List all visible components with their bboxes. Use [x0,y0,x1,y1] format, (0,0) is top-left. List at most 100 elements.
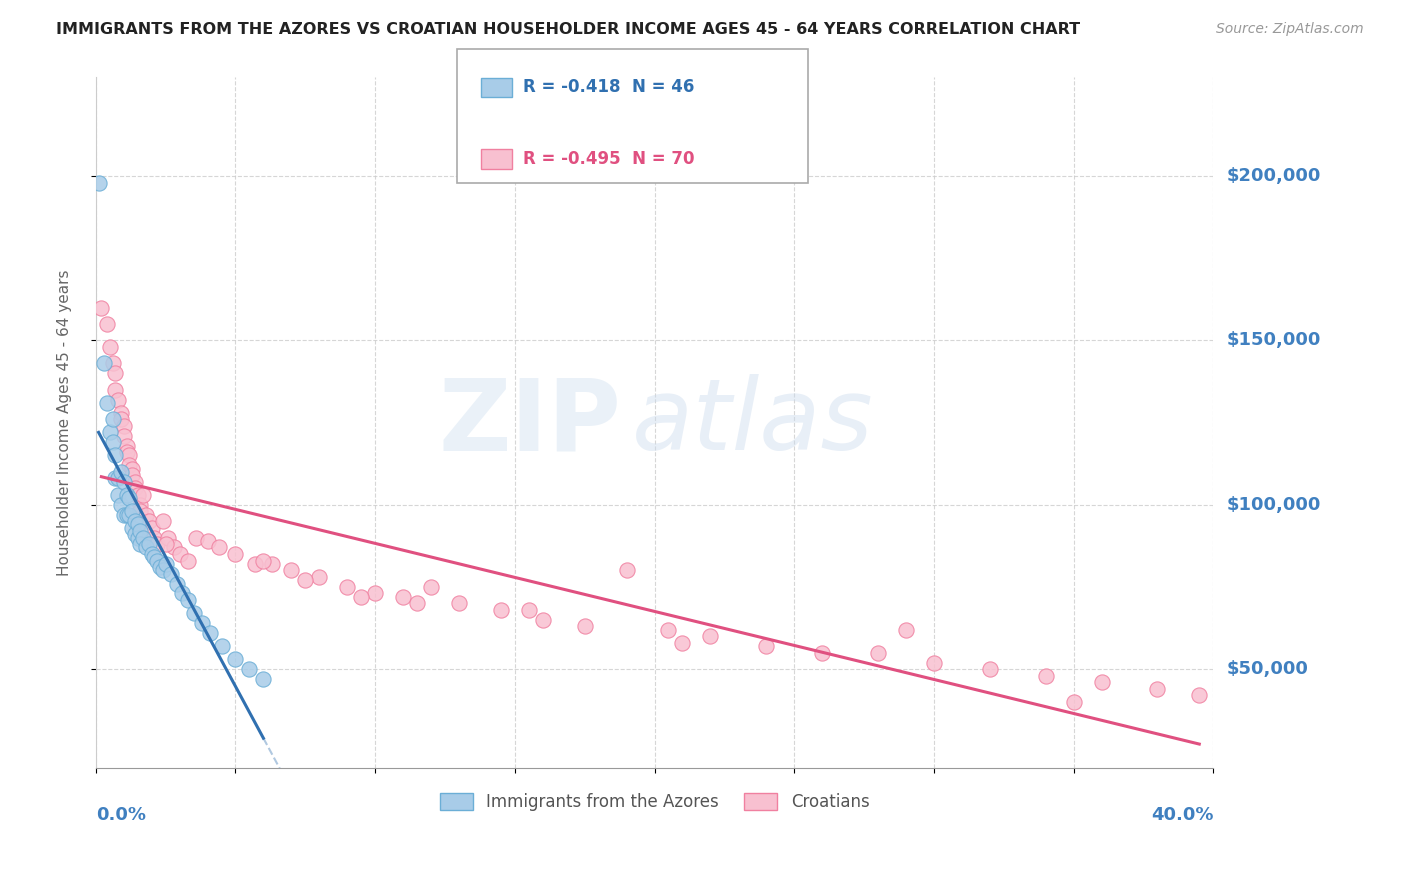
Text: Source: ZipAtlas.com: Source: ZipAtlas.com [1216,22,1364,37]
Point [1090,675,1112,690]
Point [115,445,138,459]
Point [155,557,177,571]
Text: R = -0.495  N = 70: R = -0.495 N = 70 [523,150,695,168]
Point [129,504,152,518]
Point [183,606,205,620]
Text: $150,000: $150,000 [1226,332,1322,350]
Point [811,646,834,660]
Point [364,586,387,600]
Point [110,465,132,479]
Point [922,656,945,670]
Point [141,547,163,561]
Point [574,619,596,633]
Point [101,412,124,426]
Point [104,471,127,485]
Point [243,557,266,571]
Point [107,471,129,485]
Point [129,537,152,551]
Point [121,461,143,475]
Point [104,366,127,380]
Point [152,564,174,578]
Point [200,626,222,640]
Point [90,301,112,315]
Legend: Immigrants from the Azores, Croatians: Immigrants from the Azores, Croatians [433,787,876,818]
Point [101,435,124,450]
Point [115,488,138,502]
Point [138,537,160,551]
Point [238,662,260,676]
Point [294,574,316,588]
Point [157,531,180,545]
Point [186,531,208,545]
Point [177,593,200,607]
Point [110,498,132,512]
Point [155,537,177,551]
Point [104,449,127,463]
Point [129,524,152,538]
Point [169,547,191,561]
Point [121,504,143,518]
Point [143,531,166,545]
Point [392,590,415,604]
Point [208,541,231,555]
Point [224,547,246,561]
Point [671,636,693,650]
Text: R = -0.418  N = 46: R = -0.418 N = 46 [523,78,695,96]
Point [420,580,443,594]
Text: $100,000: $100,000 [1226,496,1322,514]
Point [107,488,129,502]
Point [211,639,233,653]
Point [280,564,302,578]
Point [98,340,121,354]
Point [112,508,135,522]
Point [87,176,110,190]
Point [406,596,429,610]
Point [115,508,138,522]
Text: ZIP: ZIP [439,374,621,471]
Text: 40.0%: 40.0% [1150,805,1213,823]
Point [531,613,554,627]
Point [336,580,359,594]
Point [260,557,283,571]
Point [699,629,721,643]
Point [489,603,512,617]
Point [616,564,638,578]
Point [107,392,129,407]
Point [112,418,135,433]
Text: IMMIGRANTS FROM THE AZORES VS CROATIAN HOUSEHOLDER INCOME AGES 45 - 64 YEARS COR: IMMIGRANTS FROM THE AZORES VS CROATIAN H… [56,22,1080,37]
Text: $50,000: $50,000 [1226,660,1309,678]
Point [146,554,169,568]
Point [191,616,214,631]
Point [163,541,186,555]
Point [101,356,124,370]
Y-axis label: Householder Income Ages 45 - 64 years: Householder Income Ages 45 - 64 years [58,269,72,576]
Point [447,596,470,610]
Point [894,623,917,637]
Point [127,531,149,545]
Point [172,586,194,600]
Point [657,623,679,637]
Point [866,646,889,660]
Point [152,514,174,528]
Point [124,481,146,495]
Point [110,412,132,426]
Point [755,639,778,653]
Point [110,406,132,420]
Point [308,570,330,584]
Point [1188,689,1211,703]
Point [517,603,540,617]
Point [98,425,121,440]
Point [1146,681,1168,696]
Point [118,449,141,463]
Point [138,514,160,528]
Point [146,537,169,551]
Point [252,672,274,686]
Point [197,533,219,548]
Point [1035,668,1057,682]
Point [118,458,141,473]
Point [112,475,135,489]
Point [127,517,149,532]
Text: atlas: atlas [633,374,873,471]
Point [124,514,146,528]
Point [132,531,155,545]
